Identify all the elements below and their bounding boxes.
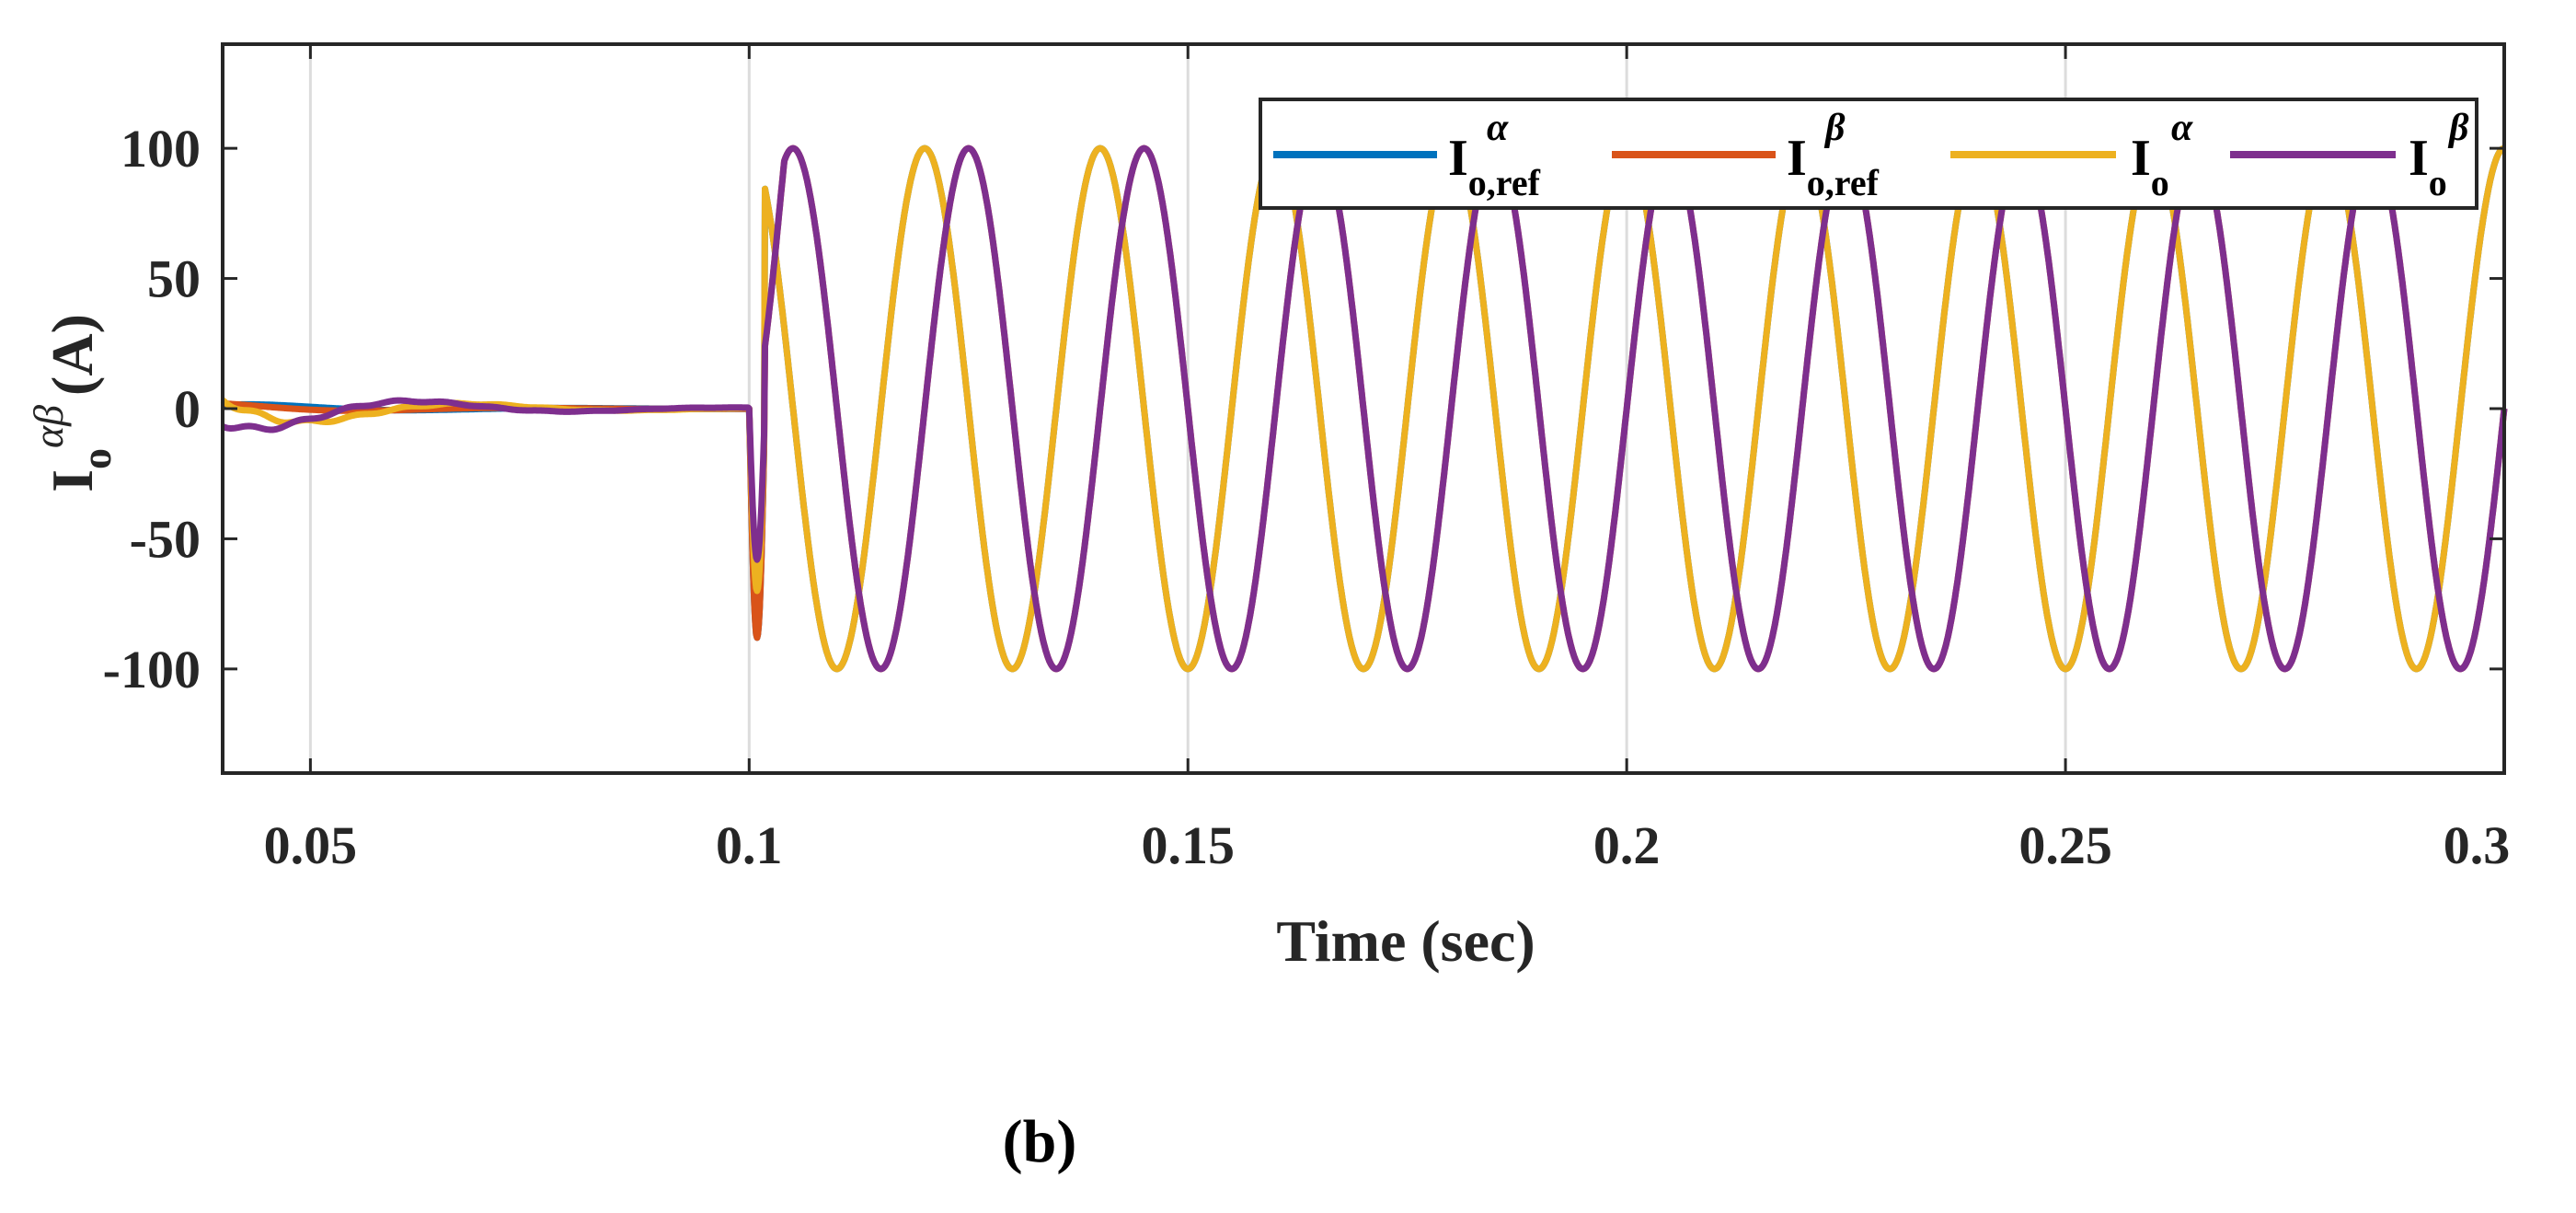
y-axis-label-unit: (A) — [40, 314, 105, 396]
legend-iref-alpha-sup: α — [1487, 107, 1509, 149]
legend: Io,refα Io,refβ Ioα Ioβ — [1259, 98, 2478, 210]
y-tick-labels: 100 50 0 -50 -100 — [103, 119, 201, 699]
y-tick-label: 50 — [147, 249, 201, 309]
x-axis-label: Time (sec) — [1276, 908, 1535, 974]
legend-io-alpha-sup: α — [2171, 107, 2193, 149]
x-tick-label: 0.15 — [1141, 815, 1235, 875]
legend-iref-beta-main: I — [1787, 130, 1807, 187]
legend-iref-alpha-main: I — [1448, 130, 1468, 187]
x-tick-label: 0.05 — [264, 815, 358, 875]
x-tick-labels: 0.05 0.1 0.15 0.2 0.25 0.3 — [264, 815, 2511, 875]
legend-io-beta-main: I — [2409, 130, 2429, 187]
legend-label-io-beta: Ioβ — [2409, 107, 2469, 203]
x-tick-label: 0.1 — [716, 815, 783, 875]
y-axis-label-main: I — [40, 469, 105, 492]
legend-label-iref-alpha: Io,ref α — [1448, 107, 1541, 203]
y-axis-label: Ioαβ (A) — [25, 314, 120, 492]
x-tick-label: 0.3 — [2444, 815, 2511, 875]
legend-io-alpha-sub: o — [2151, 162, 2169, 203]
legend-iref-beta-sub: o,ref — [1807, 162, 1880, 203]
y-axis-label-sub: o — [73, 448, 120, 469]
legend-iref-alpha-sub: o,ref — [1468, 162, 1541, 203]
y-tick-label: -100 — [103, 640, 201, 699]
x-tick-label: 0.25 — [2018, 815, 2112, 875]
legend-iref-beta-sup: β — [1823, 107, 1846, 149]
legend-io-beta-sub: o — [2429, 162, 2447, 203]
x-tick-label: 0.2 — [1593, 815, 1661, 875]
axis-ticks — [223, 44, 2506, 773]
y-axis-label-sup: αβ — [25, 405, 72, 448]
y-tick-label: -50 — [130, 509, 201, 569]
legend-label-iref-beta: Io,ref β — [1787, 107, 1880, 203]
y-tick-label: 100 — [121, 119, 201, 179]
legend-label-io-alpha: Ioα — [2131, 107, 2193, 203]
series-line-io-beta — [220, 144, 2508, 673]
legend-io-alpha-main: I — [2131, 130, 2151, 187]
series-lines — [220, 144, 2508, 673]
y-tick-label: 0 — [174, 379, 201, 439]
panel-label: (b) — [1003, 1108, 1077, 1175]
legend-io-beta-sup: β — [2447, 107, 2469, 149]
